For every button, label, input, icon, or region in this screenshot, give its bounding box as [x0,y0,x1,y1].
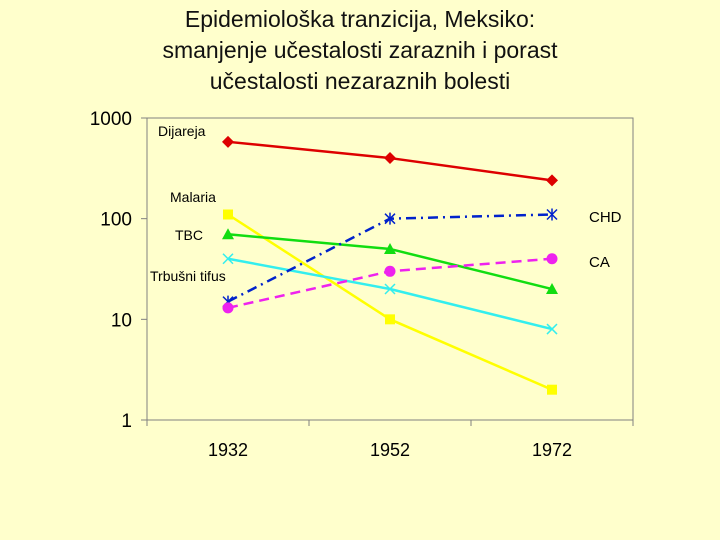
title-line-3: učestalosti nezaraznih bolesti [209,68,511,94]
series-tbc-marker [384,242,396,254]
series-dijareja-marker [222,135,234,148]
series-malaria [223,209,557,395]
label-malaria: Malaria [170,189,216,205]
series-labels: Dijareja Malaria TBC Trbušni tifus CHD CA [150,123,622,284]
series-malaria-marker [547,384,557,395]
series-tbc-marker [546,283,558,295]
series-chd [222,208,558,308]
series-ca-marker [546,253,558,265]
title-line-1: Epidemiološka tranzicija, Meksiko: [184,6,536,32]
series-dijareja-marker [546,174,558,187]
series-dijareja [222,135,558,187]
series-trbu-ni-tifus-marker [222,253,234,265]
label-chd: CHD [589,209,622,226]
series-ca-marker [222,302,234,314]
series-trbu-ni-tifus-marker [546,323,558,335]
title-line-2: smanjenje učestalosti zaraznih i porast [162,37,558,63]
series-dijareja-marker [384,152,396,165]
series-trbu-ni-tifus [222,253,558,335]
label-tbc: TBC [175,227,203,243]
y-tick-label: 1 [121,411,132,432]
series-malaria-marker [385,314,395,325]
series-tbc [222,228,558,295]
series-ca [222,253,558,314]
label-trbu-ni-tifus: Trbušni tifus [150,268,226,284]
series-ca-marker [384,265,396,277]
series-malaria-marker [223,209,233,220]
x-tick-label: 1972 [532,440,572,460]
x-tick-label: 1932 [208,440,248,460]
series-group [222,135,558,395]
series-tbc-marker [222,228,234,240]
y-tick-label: 100 [100,210,132,231]
series-chd-marker [546,208,558,221]
label-ca: CA [589,254,610,271]
series-trbu-ni-tifus-marker [384,283,396,295]
y-tick-label: 10 [111,310,132,331]
slide-title: Epidemiološka tranzicija, Meksiko: smanj… [0,4,720,97]
x-tick-label: 1952 [370,440,410,460]
y-tick-label: 1000 [90,109,132,130]
label-dijareja: Dijareja [158,123,206,139]
series-chd-marker [384,212,396,225]
